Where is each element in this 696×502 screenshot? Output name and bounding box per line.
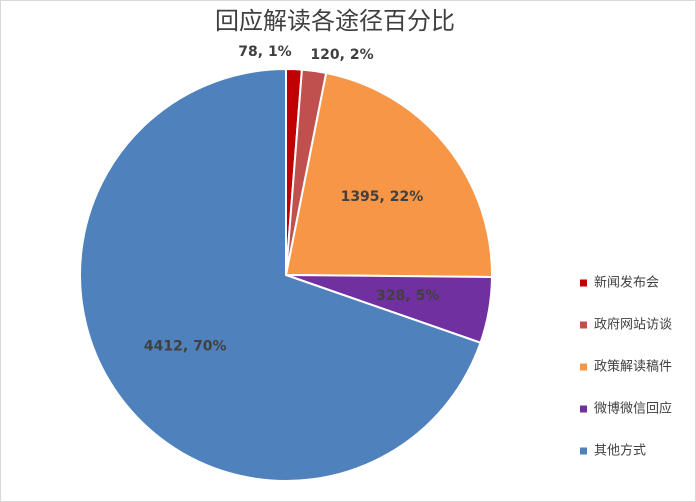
legend-label: 新闻发布会 — [594, 275, 659, 291]
data-label: 328, 5% — [376, 288, 439, 304]
data-label: 4412, 70% — [144, 339, 227, 355]
data-label: 1395, 22% — [341, 189, 424, 205]
legend-label: 其他方式 — [594, 443, 646, 459]
pie-slice — [79, 67, 482, 482]
pie-slice — [284, 71, 493, 279]
data-label: 120, 2% — [310, 47, 373, 63]
legend-swatch — [580, 279, 587, 287]
legend-swatch — [580, 363, 587, 371]
legend-label: 政策解读稿件 — [594, 359, 672, 375]
legend-label: 微博微信回应 — [594, 401, 672, 417]
legend-swatch — [580, 321, 587, 329]
legend-swatch — [580, 405, 587, 413]
chart-title: 回应解读各途径百分比 — [215, 7, 455, 35]
legend-swatch — [580, 447, 587, 455]
data-label: 78, 1% — [238, 44, 291, 60]
legend-label: 政府网站访谈 — [594, 318, 672, 333]
